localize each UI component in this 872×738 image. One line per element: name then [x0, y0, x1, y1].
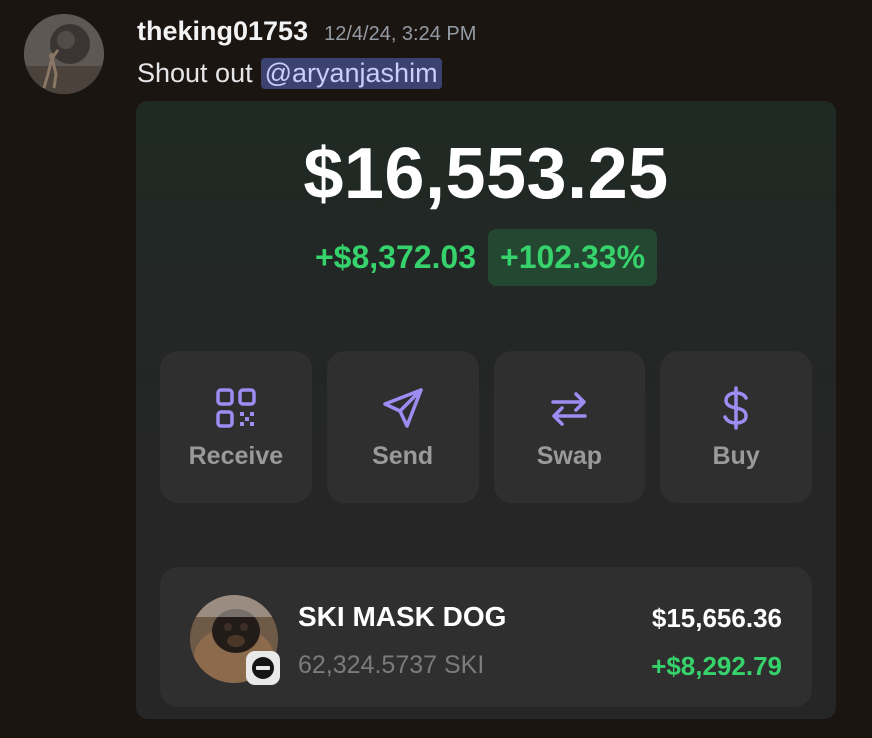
swap-label: Swap: [536, 441, 603, 470]
message-text: Shout out: [137, 58, 253, 88]
token-image: [190, 595, 278, 683]
buy-button[interactable]: Buy: [660, 351, 812, 503]
token-change: +$8,292.79: [651, 651, 782, 681]
send-label: Send: [372, 441, 434, 470]
wallet-screenshot-card[interactable]: $16,553.25 +$8,372.03 +102.33% Receive: [136, 101, 836, 719]
message-timestamp: 12/4/24, 3:24 PM: [324, 23, 477, 45]
receive-button[interactable]: Receive: [160, 351, 312, 503]
sisyphus-avatar-icon: [24, 14, 104, 94]
base-chain-icon: [246, 651, 280, 685]
user-mention[interactable]: @aryanjashim: [260, 58, 442, 89]
token-quantity: 62,324.5737 SKI: [298, 651, 485, 679]
swap-arrows-icon: [551, 391, 588, 426]
message-content: Shout out @aryanjashim: [137, 58, 442, 89]
balance-change-row: +$8,372.03 +102.33%: [136, 229, 836, 286]
token-name: SKI MASK DOG: [298, 601, 507, 632]
send-button[interactable]: Send: [326, 351, 479, 503]
buy-label: Buy: [712, 441, 760, 470]
message-header: theking01753 12/4/24, 3:24 PM: [137, 16, 476, 52]
username[interactable]: theking01753: [137, 16, 309, 46]
token-value: $15,656.36: [651, 603, 782, 633]
wallet-balance: $16,553.25: [303, 134, 669, 214]
user-avatar[interactable]: [24, 14, 104, 94]
swap-button[interactable]: Swap: [493, 351, 646, 503]
balance-change-percent-badge: +102.33%: [488, 229, 658, 286]
receive-label: Receive: [188, 441, 284, 470]
token-row[interactable]: SKI MASK DOG 62,324.5737 SKI $15,656.36 …: [160, 567, 812, 707]
ski-mask-dog-icon: [190, 595, 278, 683]
wallet-actions: Receive Send Swap: [160, 351, 812, 503]
paper-plane-icon: [382, 387, 423, 428]
dollar-icon: [723, 385, 748, 430]
qr-code-icon: [216, 387, 256, 428]
balance-change-amount: +$8,372.03: [314, 239, 477, 275]
